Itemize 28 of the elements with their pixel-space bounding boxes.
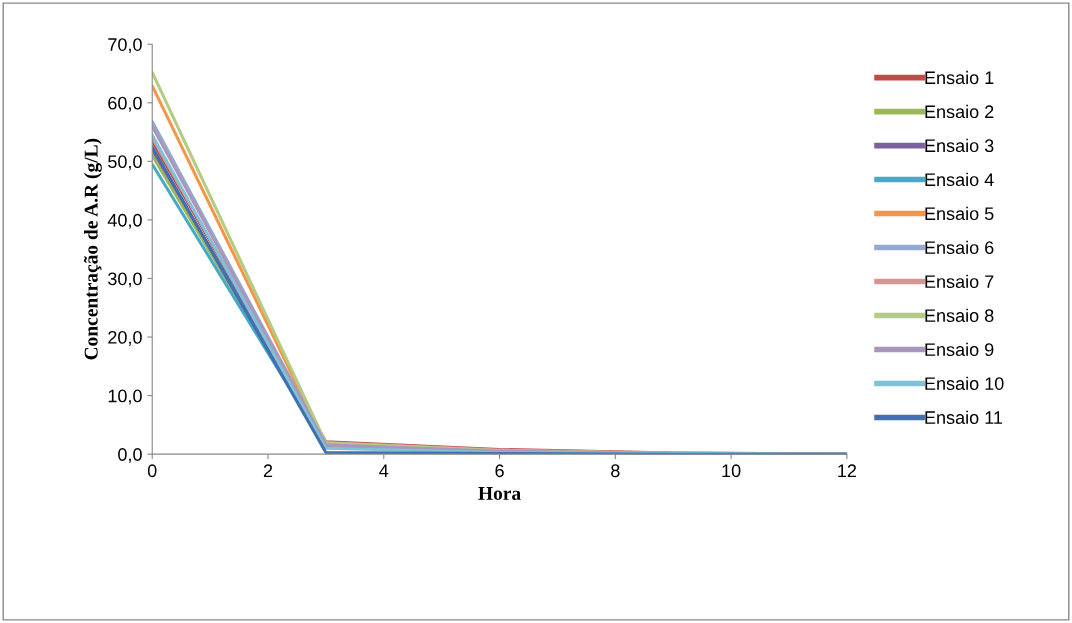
y-tick-label: 30,0 — [108, 272, 142, 288]
legend-label: Ensaio 9 — [925, 342, 994, 356]
x-tick-label: 8 — [611, 464, 620, 478]
legend-label: Ensaio 3 — [925, 138, 994, 153]
legend-label: Ensaio 8 — [925, 308, 994, 323]
x-tick-label: 2 — [263, 464, 273, 477]
legend-label: Ensaio 11 — [925, 410, 1003, 424]
x-tick-label: 10 — [722, 464, 741, 478]
x-tick-label: 12 — [838, 464, 857, 477]
y-tick-label: 60,0 — [108, 96, 142, 112]
x-tick-label: 4 — [379, 464, 389, 477]
y-tick-label: 50,0 — [108, 155, 142, 171]
legend-label: Ensaio 5 — [925, 206, 994, 221]
legend-label: Ensaio 10 — [925, 376, 1004, 390]
y-tick-label: 10,0 — [108, 389, 142, 405]
legend-label: Ensaio 7 — [925, 274, 994, 289]
legend-label: Ensaio 6 — [925, 240, 994, 255]
y-tick-label: 40,0 — [107, 213, 142, 229]
y-tick-label: 0,0 — [118, 448, 142, 464]
x-axis-title: Hora — [478, 487, 521, 500]
x-tick-label: 6 — [495, 464, 504, 478]
legend-label: Ensaio 1 — [925, 70, 994, 85]
y-tick-label: 70,0 — [108, 38, 142, 54]
y-axis-title: Concentração de A.R (g/L) — [83, 138, 102, 360]
x-tick-label: 0 — [147, 464, 157, 478]
y-tick-label: 20,0 — [108, 330, 142, 346]
legend-label: Ensaio 4 — [925, 172, 994, 187]
legend-label: Ensaio 2 — [925, 104, 994, 119]
